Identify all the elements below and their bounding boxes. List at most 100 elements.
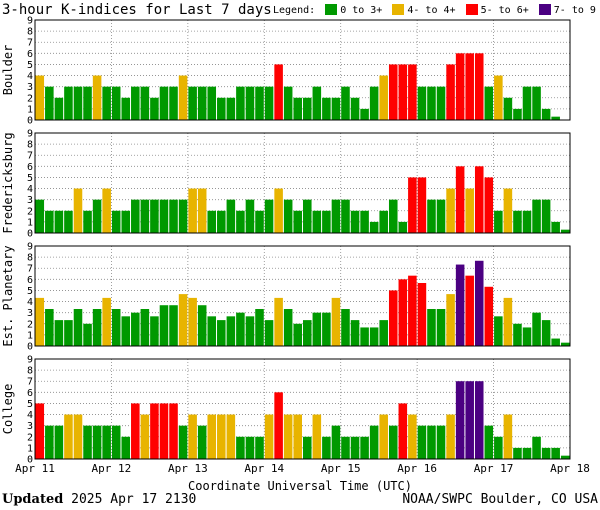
y-tick-label: 6: [27, 49, 33, 60]
k-index-bar: [207, 86, 217, 120]
k-index-bar: [121, 210, 131, 233]
y-tick-label: 0: [27, 116, 33, 127]
y-tick-label: 3: [27, 421, 33, 432]
k-index-bar: [360, 210, 369, 233]
k-index-bar: [73, 86, 83, 120]
y-tick-label: 4: [27, 71, 33, 82]
k-index-bar: [388, 425, 398, 459]
k-index-bar: [484, 86, 494, 120]
y-tick-label: 4: [27, 184, 33, 195]
legend-swatch-red: [465, 4, 478, 15]
k-index-bar: [217, 210, 226, 233]
k-index-bar: [513, 323, 522, 346]
k-index-bar: [255, 436, 264, 459]
y-tick-label: 5: [27, 399, 33, 410]
k-index-bar: [379, 75, 388, 120]
k-index-bar: [140, 309, 150, 346]
k-index-bar: [446, 64, 455, 120]
legend-swatch-yellow: [392, 4, 405, 15]
k-index-bar: [388, 199, 398, 233]
k-index-bar: [560, 342, 570, 346]
k-index-bar: [408, 64, 417, 120]
y-tick-label: 5: [27, 286, 33, 297]
k-index-bar: [159, 86, 169, 120]
k-index-bar: [54, 210, 64, 233]
k-index-bar: [245, 86, 255, 120]
k-index-bar: [331, 425, 341, 459]
k-index-bar: [417, 177, 427, 233]
k-index-bar: [45, 86, 54, 120]
k-index-bar: [45, 425, 54, 459]
k-index-bar: [436, 199, 446, 233]
k-index-bar: [322, 436, 331, 459]
k-index-bar: [197, 188, 207, 233]
k-index-bar: [188, 188, 197, 233]
k-index-bar: [35, 403, 45, 459]
k-index-bar: [322, 312, 331, 346]
y-tick-label: 3: [27, 308, 33, 319]
k-index-bar: [427, 86, 436, 120]
k-index-bar: [64, 320, 73, 346]
k-index-bar: [532, 312, 541, 346]
k-index-bar: [83, 210, 92, 233]
k-index-bar: [293, 97, 302, 120]
k-index-bar: [398, 403, 408, 459]
k-index-bar: [341, 199, 350, 233]
k-index-bar: [226, 97, 236, 120]
k-index-bar: [283, 86, 293, 120]
k-index-bar: [436, 86, 446, 120]
k-index-bar: [236, 312, 245, 346]
k-index-bar: [293, 414, 302, 459]
k-index-bar: [226, 199, 236, 233]
k-index-bar: [54, 97, 64, 120]
k-index-bar: [350, 97, 360, 120]
k-index-bar: [541, 320, 551, 346]
k-index-bar: [303, 199, 312, 233]
k-index-bar: [274, 188, 283, 233]
k-index-bar: [560, 455, 570, 459]
y-tick-label: 8: [27, 366, 33, 377]
k-index-bar: [207, 414, 217, 459]
y-tick-label: 2: [27, 432, 33, 443]
k-index-bar: [446, 414, 455, 459]
k-index-bar: [322, 97, 331, 120]
k-index-bar: [45, 309, 54, 346]
k-index-bar: [197, 86, 207, 120]
y-tick-label: 7: [27, 377, 33, 388]
updated-label: Updated: [2, 492, 64, 507]
k-index-bar: [541, 447, 551, 459]
legend-label-storm: 5- to 6+: [480, 5, 529, 16]
k-index-bar: [197, 305, 207, 346]
k-index-bar: [417, 86, 427, 120]
k-index-bar: [92, 199, 102, 233]
k-index-bar: [293, 210, 302, 233]
k-index-bar: [159, 305, 169, 346]
k-index-bar: [551, 447, 560, 459]
panel-ylabel: College: [1, 384, 15, 435]
k-index-bar: [417, 425, 427, 459]
k-index-bar: [83, 86, 92, 120]
k-index-bar: [54, 320, 64, 346]
k-index-bar: [283, 199, 293, 233]
k-index-bar: [35, 199, 45, 233]
k-index-bar: [102, 188, 111, 233]
k-index-bar: [446, 188, 455, 233]
k-index-bar: [436, 425, 446, 459]
k-index-bar: [369, 327, 379, 346]
k-index-bar: [331, 97, 341, 120]
k-index-bar: [73, 188, 83, 233]
k-index-bar: [474, 260, 484, 346]
y-tick-label: 2: [27, 206, 33, 217]
k-index-bar: [159, 199, 169, 233]
k-index-bar: [560, 229, 570, 233]
k-index-bar: [322, 210, 331, 233]
k-index-bar: [178, 75, 188, 120]
k-index-bar: [159, 403, 169, 459]
k-index-bar: [513, 210, 522, 233]
k-index-bar: [169, 86, 178, 120]
x-tick-label: Apr 15: [321, 462, 361, 475]
k-index-bar: [474, 166, 484, 233]
k-index-bar: [102, 297, 111, 346]
y-tick-label: 5: [27, 60, 33, 71]
